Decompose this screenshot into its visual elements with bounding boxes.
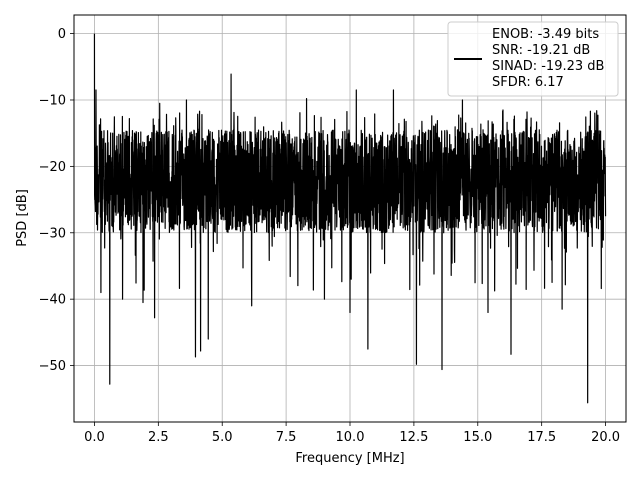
x-tick-label: 7.5 <box>276 430 297 445</box>
x-tick-label: 20.0 <box>591 430 620 445</box>
x-tick-label: 5.0 <box>212 430 233 445</box>
y-tick-label: −40 <box>39 293 66 308</box>
x-axis-label: Frequency [MHz] <box>295 451 404 466</box>
y-axis-label: PSD [dB] <box>15 189 30 247</box>
series-layer <box>93 33 607 404</box>
legend-sfdr: SFDR: 6.17 <box>492 75 564 90</box>
y-tick-label: −20 <box>39 160 66 175</box>
x-tick-label: 10.0 <box>336 430 365 445</box>
legend-text: ENOB: -3.49 bits SNR: -19.21 dB SINAD: -… <box>492 27 609 90</box>
legend-box <box>447 21 619 97</box>
y-tick-label: 0 <box>58 27 66 42</box>
legend-sinad: SINAD: -19.23 dB <box>492 59 604 74</box>
y-axis: 0 −10 −20 −30 −40 −50 <box>39 27 74 374</box>
legend: ENOB: -3.49 bits SNR: -19.21 dB SINAD: -… <box>447 21 619 97</box>
y-tick-label: −10 <box>39 93 66 108</box>
y-tick-label: −30 <box>39 226 66 241</box>
legend-enob: ENOB: -3.49 bits <box>492 27 599 42</box>
x-tick-label: 0.0 <box>84 430 105 445</box>
y-tick-label: −50 <box>39 359 66 374</box>
x-tick-label: 12.5 <box>399 430 428 445</box>
legend-snr: SNR: -19.21 dB <box>492 43 590 58</box>
psd-series-line <box>93 33 607 404</box>
x-tick-label: 2.5 <box>148 430 169 445</box>
x-tick-label: 15.0 <box>463 430 492 445</box>
x-tick-label: 17.5 <box>527 430 556 445</box>
x-axis: 0.0 2.5 5.0 7.5 10.0 12.5 15.0 17.5 20.0 <box>84 422 620 445</box>
